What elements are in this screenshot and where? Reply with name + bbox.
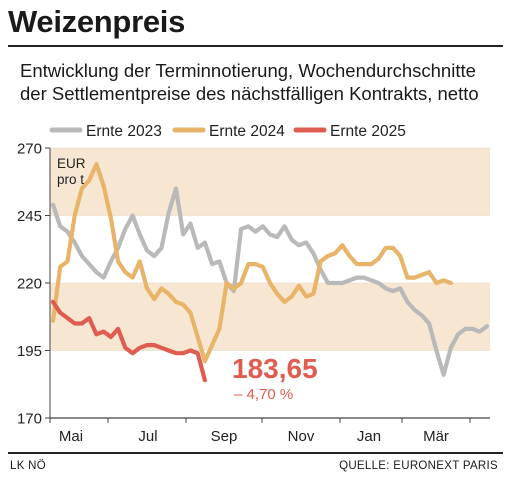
series-line-ernte-2023: [50, 186, 490, 377]
footer-source: QUELLE: EURONEXT PARIS: [339, 460, 498, 472]
legend: Ernte 2023 Ernte 2024 Ernte 2025: [49, 123, 406, 140]
series-line-ernte-2024: [50, 162, 453, 364]
y-tick-label: 170: [17, 411, 42, 428]
legend-label: Ernte 2025: [330, 123, 406, 140]
y-tick-label: 220: [17, 276, 42, 293]
title-rule: [8, 45, 503, 47]
shaded-bands: [50, 148, 490, 351]
x-tick-label: Jan: [357, 428, 381, 445]
x-tick-label: Jul: [138, 428, 157, 445]
wheat-price-chart: 270 245 220 195 170 Mai Jul Sep Nov Jan Mär Ernte…: [17, 123, 490, 445]
x-tick-label: Nov: [288, 428, 315, 445]
legend-item-ernte-2024: Ernte 2024: [172, 123, 285, 140]
change-percent-label: – 4,70 %: [234, 386, 293, 403]
legend-label: Ernte 2023: [86, 123, 162, 140]
legend-label: Ernte 2024: [209, 123, 285, 140]
subtitle-line-2: der Settlementpreise des nächstfälligen …: [20, 83, 479, 104]
series-lines: [50, 162, 490, 383]
legend-item-ernte-2025: Ernte 2025: [293, 123, 406, 140]
shaded-band-1: [50, 148, 490, 216]
unit-label-pro-t: pro t: [57, 172, 84, 187]
footer-rule: [8, 452, 503, 454]
y-tick-label: 195: [17, 343, 42, 360]
unit-label-eur: EUR: [57, 156, 86, 171]
y-tick-label: 245: [17, 208, 42, 225]
chart-subtitle: Entwicklung der Terminnotierung, Wochend…: [20, 59, 510, 105]
y-tick-label: 270: [17, 141, 42, 158]
legend-item-ernte-2023: Ernte 2023: [49, 123, 162, 140]
subtitle-line-1: Entwicklung der Terminnotierung, Wochend…: [20, 60, 476, 81]
series-line-ernte-2025: [50, 299, 207, 383]
x-axis: Mai Jul Sep Nov Jan Mär: [49, 417, 490, 445]
x-tick-label: Mai: [59, 428, 83, 445]
x-tick-label: Sep: [211, 428, 238, 445]
x-tick-label: Mär: [423, 428, 449, 445]
last-value-label: 183,65: [232, 353, 318, 384]
y-axis: 270 245 220 195 170: [17, 141, 51, 428]
footer-credit: LK NÖ: [10, 460, 47, 472]
chart-title: Weizenpreis: [8, 4, 186, 39]
